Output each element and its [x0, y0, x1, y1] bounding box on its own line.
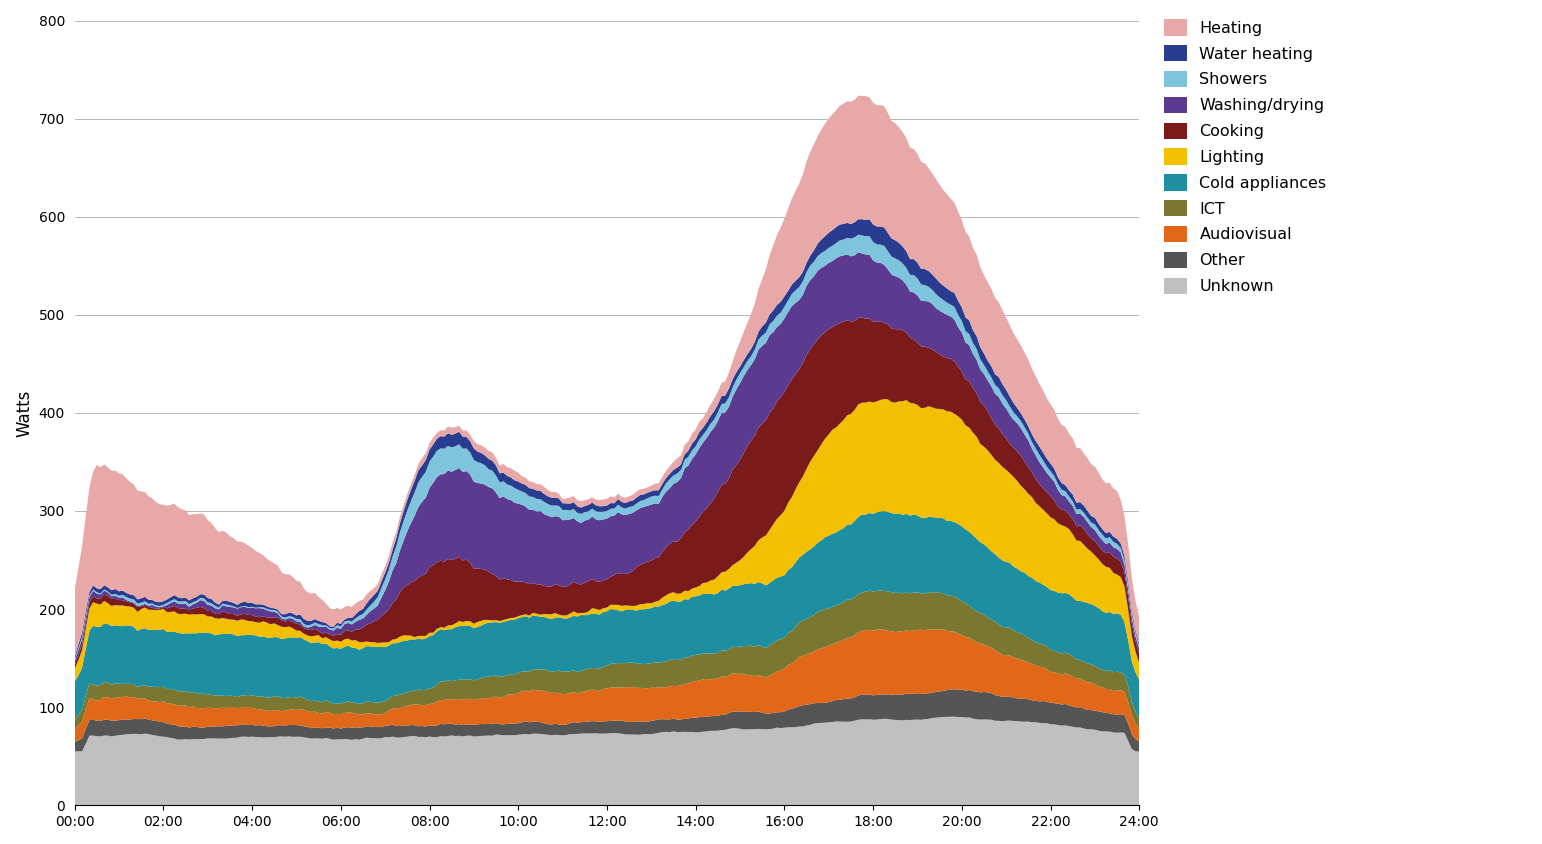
Y-axis label: Watts: Watts: [15, 389, 32, 436]
Legend: Heating, Water heating, Showers, Washing/drying, Cooking, Lighting, Cold applian: Heating, Water heating, Showers, Washing…: [1158, 13, 1332, 300]
